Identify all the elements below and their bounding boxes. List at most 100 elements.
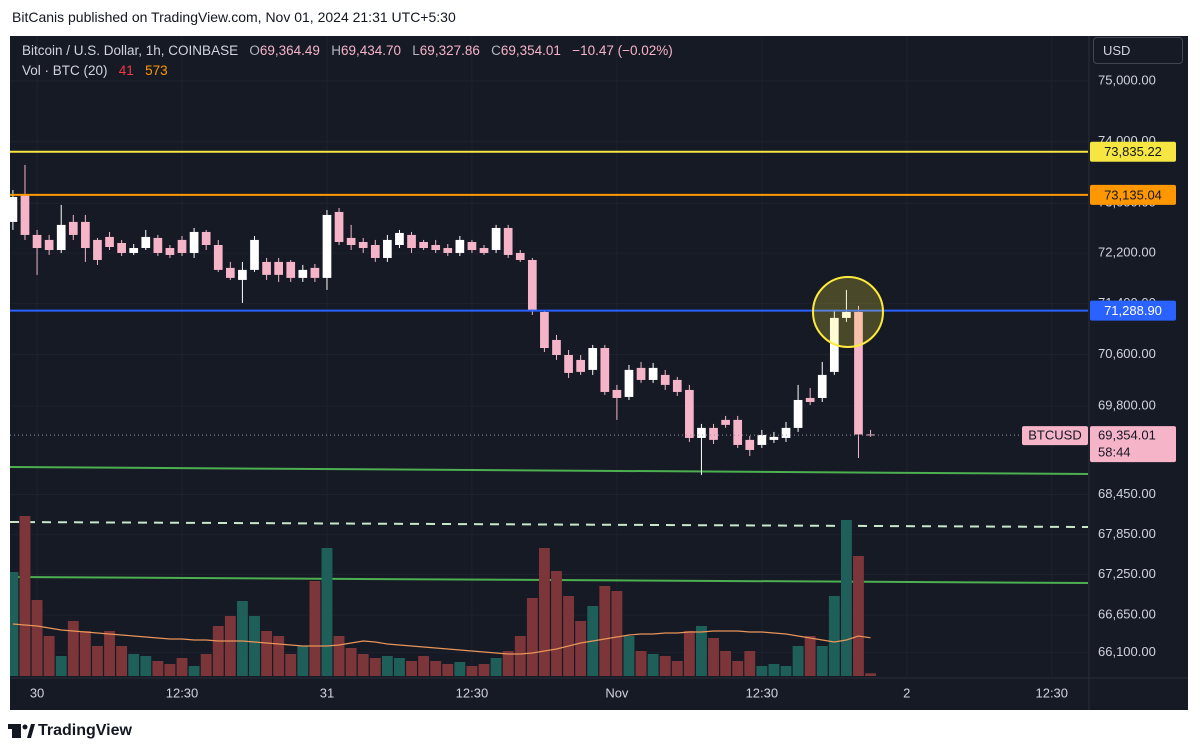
legend: Bitcoin / U.S. Dollar, 1h, COINBASE O69,…	[22, 41, 673, 81]
ohlc-value: 69,327.86	[419, 43, 480, 58]
price-line-label-box	[1090, 184, 1176, 205]
volume-bar	[164, 664, 176, 676]
grid	[10, 36, 1088, 678]
volume-bar	[394, 658, 405, 676]
candle-body	[491, 227, 501, 251]
volume-bar	[249, 616, 260, 676]
volume-bar	[538, 548, 550, 676]
volume-bar	[551, 571, 562, 676]
volume-bar	[454, 662, 466, 676]
volume-bar	[720, 651, 732, 676]
candle-body	[660, 374, 670, 385]
candle-body	[636, 367, 646, 380]
footer-brand: TradingView	[38, 722, 132, 739]
volume-bar	[116, 646, 128, 676]
volume-bar	[696, 626, 707, 676]
volume-bar	[708, 638, 719, 676]
candle-body	[395, 232, 404, 246]
candle-body	[44, 239, 54, 251]
currency-button[interactable]: USD	[1093, 37, 1183, 64]
last-price-name: BTCUSD	[1028, 428, 1081, 443]
x-tick-label: 30	[30, 685, 44, 700]
candle-body	[56, 224, 66, 251]
candle-body	[793, 399, 803, 428]
candle-body	[842, 311, 851, 318]
volume-bar	[647, 654, 659, 676]
candle-body	[672, 379, 682, 392]
volume-bar	[828, 596, 840, 676]
volume-bar	[466, 666, 478, 676]
volume-bar	[865, 673, 876, 676]
candle-body	[20, 194, 30, 235]
y-tick-label: 66,650.00	[1098, 607, 1156, 622]
volume-bar	[780, 666, 792, 676]
volume-bar	[79, 631, 91, 676]
volume-bar	[104, 631, 115, 676]
logo-shape	[27, 724, 35, 738]
candle-body	[274, 261, 284, 275]
candle-body	[576, 359, 585, 372]
volume-bar	[406, 661, 417, 676]
volume-bar	[285, 654, 297, 676]
volume-bar	[128, 654, 140, 676]
volume-bar	[418, 656, 430, 676]
volume-bar	[43, 636, 55, 676]
volume-bar	[490, 658, 502, 676]
candle-body	[697, 427, 706, 438]
volume-bar	[611, 591, 623, 676]
candle-body	[443, 248, 453, 253]
volume-bar	[345, 648, 357, 676]
change: −10.47 (−0.02%)	[572, 43, 673, 58]
volume-bar	[744, 651, 756, 676]
y-tick-label: 75,000.00	[1098, 72, 1156, 87]
legend-price-row: Bitcoin / U.S. Dollar, 1h, COINBASE O69,…	[22, 41, 673, 61]
candle-body	[68, 221, 78, 235]
volume-bar	[188, 666, 200, 676]
volume-bar	[575, 621, 587, 676]
volume-bar	[840, 520, 852, 676]
trend-line-dashed	[10, 521, 1088, 528]
logo-shape	[8, 724, 21, 729]
x-tick-label: 31	[320, 685, 334, 700]
candle-body	[153, 237, 163, 253]
candle-body	[781, 427, 791, 438]
volume-bar	[659, 656, 671, 676]
y-tick-label: 69,800.00	[1098, 398, 1156, 413]
ohlc-value: 69,354.01	[500, 43, 561, 58]
candle-body	[334, 211, 344, 243]
candle-body	[503, 227, 513, 255]
volume-value: 41	[118, 63, 134, 78]
volume-bar	[853, 556, 864, 676]
candle-body	[552, 339, 561, 356]
footer-logo	[8, 724, 35, 738]
volume-bar	[683, 631, 695, 676]
volume-bar	[792, 646, 804, 676]
volume-bar	[478, 664, 490, 676]
candle-body	[648, 367, 658, 380]
ohlc-value: 69,364.49	[259, 43, 320, 58]
volume-bar	[261, 631, 273, 676]
volume-bar	[212, 626, 224, 676]
volume-bar	[369, 658, 381, 676]
candle-body	[564, 355, 573, 373]
candle-body	[854, 311, 863, 435]
volume-bar	[19, 516, 31, 676]
symbol: Bitcoin / U.S. Dollar, 1h, COINBASE	[22, 43, 239, 58]
volume-name: Vol · BTC (20)	[22, 63, 108, 78]
candle-body	[721, 419, 730, 425]
chart-background	[10, 36, 1188, 710]
volume-bar	[381, 656, 393, 676]
candle-body	[600, 348, 610, 392]
candle-body	[105, 236, 114, 248]
candle-body	[177, 239, 187, 253]
ohlc-key: O	[249, 43, 260, 58]
volume-bar	[732, 661, 744, 676]
price-line-label-box	[1090, 300, 1176, 321]
plot-area	[10, 164, 1088, 676]
volume-bar	[140, 656, 152, 676]
logo-shape	[12, 724, 21, 738]
volume-bar	[297, 646, 309, 676]
y-tick-label: 66,100.00	[1098, 644, 1156, 659]
